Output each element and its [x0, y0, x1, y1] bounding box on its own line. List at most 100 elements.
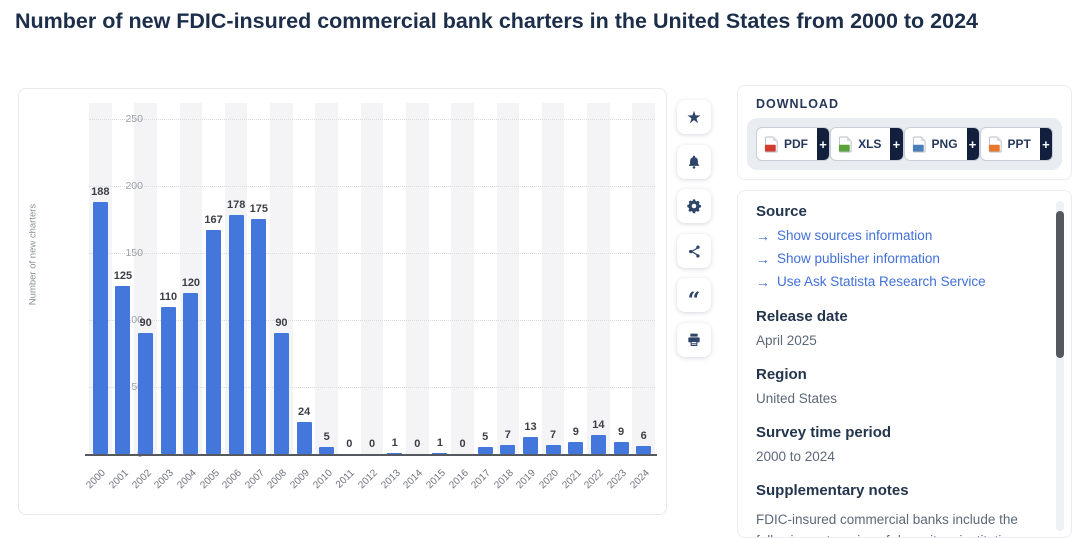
y-axis-tick-label: 250	[125, 113, 143, 125]
supplementary-notes-text: FDIC-insured commercial banks include th…	[756, 512, 1023, 537]
share-icon	[688, 244, 700, 258]
release-date-heading: Release date	[756, 308, 848, 325]
bar-2024[interactable]	[636, 446, 652, 454]
bar-2021[interactable]	[568, 442, 584, 454]
bar-2020[interactable]	[545, 445, 561, 454]
favorite-button[interactable]: ★	[677, 100, 711, 134]
bar-value-label: 0	[414, 438, 421, 450]
bar-2010[interactable]	[319, 447, 335, 454]
x-axis-tick-label: 2016	[446, 467, 471, 492]
gridline	[89, 186, 655, 187]
x-axis-tick-label: 2019	[514, 467, 539, 492]
column-stripe	[360, 103, 384, 454]
column-stripe	[632, 103, 655, 454]
download-png-button[interactable]: PNG +	[903, 127, 980, 161]
bar-value-label: 24	[297, 406, 311, 418]
bar-value-label: 7	[504, 429, 511, 441]
column-stripe	[451, 103, 474, 454]
bar-2005[interactable]	[206, 230, 222, 454]
bar-value-label: 125	[113, 270, 133, 282]
arrow-right-icon: →	[756, 274, 770, 290]
column-stripe	[541, 103, 565, 454]
bar-value-label: 167	[204, 214, 223, 226]
bar-value-label: 14	[592, 419, 605, 431]
file-type-label: PPT	[1007, 137, 1031, 151]
cite-button[interactable]: “	[677, 278, 711, 312]
statistic-info-panel: Source → Show sources information → Show pu…	[737, 190, 1072, 538]
download-buttons-group: PDF + XLS + PNG + PPT +	[747, 118, 1062, 170]
bar-2004[interactable]	[183, 293, 199, 454]
y-axis-title: Number of new charters	[27, 203, 39, 306]
download-png-options-button[interactable]: +	[964, 128, 979, 160]
download-ppt-options-button[interactable]: +	[1037, 128, 1052, 160]
bar-2022[interactable]	[590, 435, 606, 454]
bar-value-label: 6	[640, 430, 647, 442]
gridline	[89, 253, 655, 254]
file-type-label: XLS	[858, 137, 882, 151]
x-axis-line	[85, 454, 657, 456]
bar-2001[interactable]	[115, 286, 131, 454]
info-link-label: Show publisher information	[777, 251, 940, 266]
x-axis-tick-label: 2001	[107, 467, 131, 492]
x-axis-tick-label: 2004	[175, 467, 199, 492]
download-xls-button[interactable]: XLS +	[830, 127, 904, 161]
survey-period-heading: Survey time period	[756, 424, 892, 441]
gridline	[89, 387, 655, 388]
bar-2007[interactable]	[251, 219, 267, 454]
bar-value-label: 1	[436, 437, 443, 449]
info-link[interactable]: → Use Ask Statista Research Service	[756, 272, 1044, 292]
settings-button[interactable]	[677, 189, 711, 223]
bar-value-label: 90	[275, 317, 288, 329]
x-axis-tick-label: 2008	[265, 467, 290, 492]
region-heading: Region	[756, 366, 807, 383]
gridline	[89, 119, 655, 120]
bar-value-label: 188	[91, 186, 110, 198]
survey-period-value: 2000 to 2024	[756, 449, 835, 464]
download-pdf-options-button[interactable]: +	[815, 128, 830, 160]
chart-card: Number of new charters 05010015020025018…	[18, 88, 667, 515]
bar-2002[interactable]	[138, 333, 154, 454]
info-link-label: Use Ask Statista Research Service	[777, 274, 986, 289]
download-xls-options-button[interactable]: +	[888, 128, 903, 160]
y-axis-tick-label: 150	[125, 247, 143, 259]
info-link[interactable]: → Show publisher information	[756, 249, 1044, 269]
bar-2023[interactable]	[613, 442, 629, 454]
bar-2015[interactable]	[432, 453, 448, 454]
bar-2000[interactable]	[92, 202, 108, 454]
x-axis-tick-label: 2003	[152, 467, 177, 492]
bar-value-label: 0	[346, 438, 353, 450]
x-axis-tick-label: 2009	[288, 467, 312, 492]
column-stripe	[587, 103, 610, 454]
x-axis-tick-label: 2007	[243, 467, 267, 492]
source-heading: Source	[756, 203, 807, 220]
bar-2017[interactable]	[477, 447, 493, 454]
bar-value-label: 0	[368, 438, 376, 450]
info-link[interactable]: → Show sources information	[756, 226, 1044, 246]
bar-2006[interactable]	[228, 215, 244, 454]
bar-2013[interactable]	[387, 453, 403, 454]
share-button[interactable]	[677, 234, 711, 268]
info-scrollbar-thumb[interactable]	[1056, 211, 1064, 358]
bar-2008[interactable]	[273, 333, 289, 454]
download-pdf-button[interactable]: PDF +	[756, 127, 831, 161]
bar-value-label: 7	[550, 429, 557, 441]
bar-value-label: 178	[226, 199, 246, 211]
info-scrollbar-track	[1056, 201, 1064, 531]
alerts-button[interactable]	[677, 145, 711, 179]
gridline	[89, 320, 655, 321]
print-button[interactable]	[677, 323, 711, 357]
bar-2019[interactable]	[522, 437, 538, 454]
bar-value-label: 5	[323, 431, 330, 443]
bar-value-label: 120	[181, 277, 201, 289]
info-link-label: Show sources information	[777, 228, 933, 243]
bar-value-label: 13	[524, 421, 537, 433]
download-ppt-button[interactable]: PPT +	[979, 127, 1053, 161]
xls-file-icon	[839, 136, 852, 152]
bar-2009[interactable]	[296, 422, 312, 454]
bar-chart-plot-area: 0501001502002501882000125200190200211020…	[85, 103, 657, 491]
file-type-label: PNG	[931, 137, 958, 151]
bar-2003[interactable]	[160, 307, 176, 454]
bar-2018[interactable]	[500, 445, 516, 454]
column-stripe	[405, 103, 429, 454]
bar-value-label: 110	[159, 291, 178, 303]
